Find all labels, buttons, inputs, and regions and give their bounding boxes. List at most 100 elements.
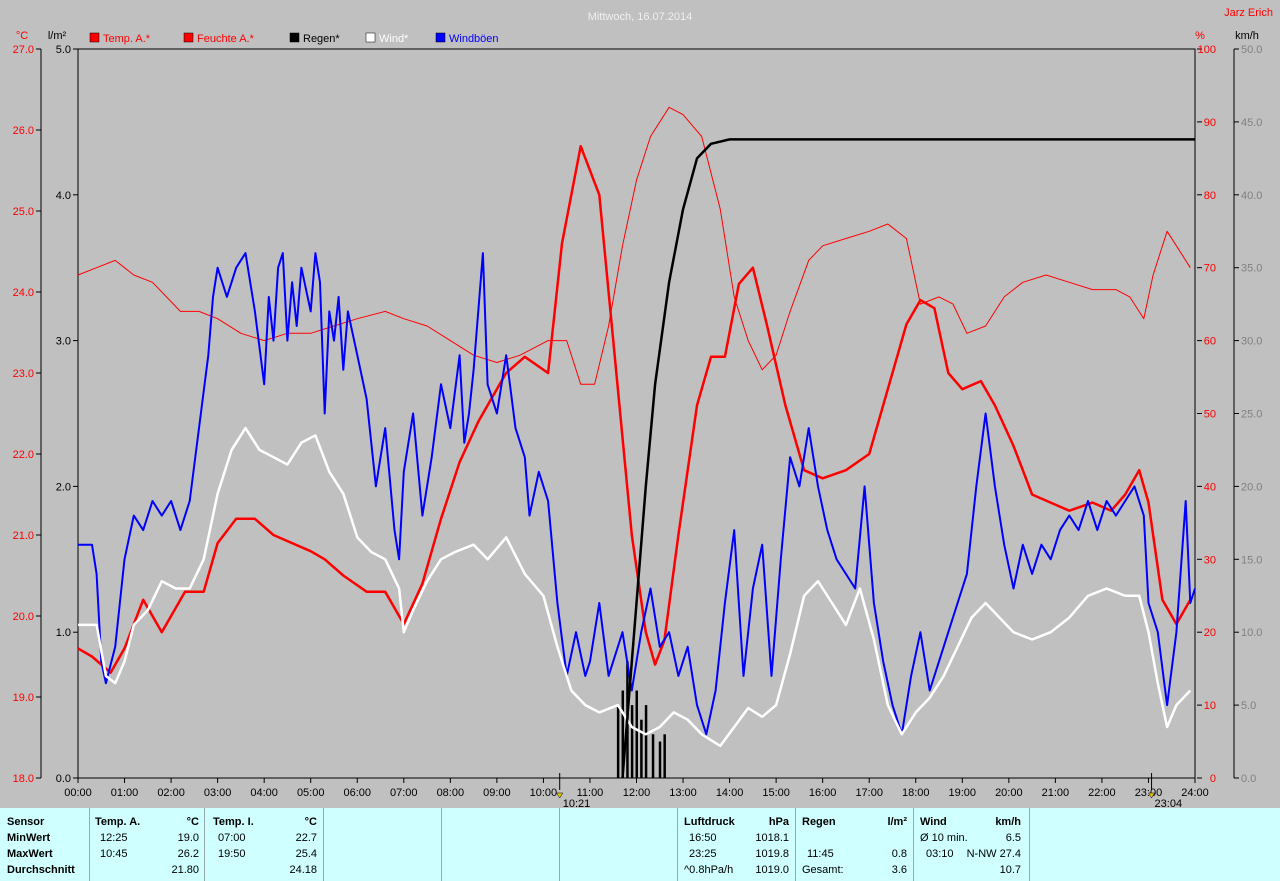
humidity-tick-label: 30	[1204, 554, 1216, 566]
temp-tick-label: 19.0	[13, 692, 34, 704]
temp-i-min-time: 07:00	[218, 832, 246, 844]
wind-gust-value: N-NW 27.4	[966, 848, 1021, 860]
x-tick-label: 03:00	[204, 787, 232, 799]
pressure-max-value: 1019.8	[755, 848, 789, 860]
x-tick-label: 18:00	[902, 787, 930, 799]
statistics-panel: Sensor MinWert MaxWert Durchschnitt Temp…	[0, 808, 1280, 881]
pressure-trend-value: 1019.0	[755, 864, 789, 876]
x-tick-label: 14:00	[716, 787, 744, 799]
marker-label: 10:21	[563, 798, 591, 808]
rain-tick-label: 2.0	[56, 481, 71, 493]
marker-icon	[1148, 792, 1156, 799]
marker-label: 23:04	[1155, 798, 1183, 808]
row-avg-label: Durchschnitt	[7, 864, 75, 876]
rain-bar	[630, 705, 634, 778]
empty-column-3	[560, 808, 678, 881]
x-tick-label: 07:00	[390, 787, 418, 799]
legend-swatch	[365, 32, 376, 43]
wind-tick-label: 45.0	[1241, 117, 1262, 129]
series-tempa	[77, 144, 1192, 674]
temp-tick-label: 23.0	[13, 368, 34, 380]
rain-total-label: Gesamt:	[802, 864, 844, 876]
temp-i-unit: °C	[304, 816, 317, 828]
x-tick-label: 20:00	[995, 787, 1023, 799]
rain-bar	[658, 741, 662, 778]
humidity-tick-label: 90	[1204, 117, 1216, 129]
humidity-tick-label: 20	[1204, 627, 1216, 639]
chart-title: Mittwoch, 16.07.2014	[588, 11, 693, 23]
x-tick-label: 10:00	[530, 787, 558, 799]
temp-i-max-value: 25.4	[295, 848, 317, 860]
x-tick-label: 11:00	[577, 787, 604, 799]
rain-tick-label: 5.0	[56, 44, 71, 56]
legend-swatch	[435, 32, 446, 43]
wind-tick-label: 20.0	[1241, 481, 1262, 493]
x-tick-label: 02:00	[157, 787, 185, 799]
temp-tick-label: 26.0	[13, 125, 34, 137]
series-layer	[77, 106, 1196, 779]
series-wind	[78, 426, 1192, 748]
rain-total-value: 3.6	[891, 864, 907, 876]
x-tick-label: 16:00	[809, 787, 837, 799]
humidity-tick-label: 70	[1204, 263, 1216, 275]
x-tick-label: 12:00	[623, 787, 651, 799]
legend-swatch	[183, 32, 194, 43]
x-tick-label: 15:00	[762, 787, 790, 799]
pressure-trend-label: ^0.8hPa/h	[684, 864, 734, 876]
sensor-title: Sensor	[7, 816, 45, 828]
wind-tick-label: 0.0	[1241, 773, 1256, 785]
humidity-tick-label: 60	[1204, 336, 1216, 348]
temp-tick-label: 18.0	[13, 773, 34, 785]
rain-unit: l/m²	[887, 816, 907, 828]
rain-bar	[640, 719, 643, 778]
temp-tick-label: 22.0	[13, 449, 34, 461]
labels-layer: 00:00 01:00 02:00 03:00 04:00 05:00 06:00 07:00…	[13, 7, 1273, 808]
rain-tick-label: 4.0	[56, 190, 71, 202]
weather-chart: 00:00 01:00 02:00 03:00 04:00 05:00 06:00 07:00…	[12, 7, 1273, 808]
rain-unit-label: l/m²	[48, 30, 67, 42]
x-tick-label: 04:00	[250, 787, 278, 799]
row-min-label: MinWert	[7, 832, 51, 844]
temp-a-title: Temp. A.	[95, 816, 141, 828]
temp-i-column: Temp. I. °C 07:00 22.7 19:50 25.4 24.18	[205, 808, 324, 881]
wind-tick-label: 5.0	[1241, 700, 1256, 712]
rain-bar	[635, 690, 638, 778]
humidity-tick-label: 80	[1204, 190, 1216, 202]
rain-bar	[621, 690, 625, 778]
rain-bar	[663, 734, 666, 778]
chart-author: Jarz Erich	[1224, 7, 1273, 19]
x-tick-label: 19:00	[949, 787, 977, 799]
rain-tick-label: 1.0	[56, 627, 71, 639]
wind-tick-label: 30.0	[1241, 336, 1262, 348]
series-windben	[78, 252, 1196, 736]
temp-tick-label: 21.0	[13, 530, 34, 542]
plot-frame	[77, 48, 1196, 779]
wind-title: Wind	[920, 816, 947, 828]
humidity-tick-label: 100	[1198, 44, 1216, 56]
humidity-tick-label: 50	[1204, 409, 1216, 421]
series-regen	[621, 138, 1195, 779]
pressure-max-time: 23:25	[689, 848, 717, 860]
pressure-column: Luftdruck hPa 16:50 1018.1 23:25 1019.8 …	[678, 808, 796, 881]
temp-i-title: Temp. I.	[213, 816, 254, 828]
x-tick-label: 22:00	[1088, 787, 1116, 799]
pressure-title: Luftdruck	[684, 816, 735, 828]
x-tick-label: 09:00	[483, 787, 511, 799]
temp-a-min-time: 12:25	[100, 832, 128, 844]
wind-unit: km/h	[995, 816, 1021, 828]
wind-avg-label: Ø 10 min.	[920, 832, 968, 844]
temp-a-min-value: 19.0	[177, 832, 199, 844]
legend-label: Wind*	[379, 33, 409, 45]
rain-column: Regen l/m² 11:45 0.8 Gesamt: 3.6	[796, 808, 914, 881]
humidity-unit-label: %	[1195, 30, 1205, 42]
legend-label: Temp. A.*	[103, 33, 151, 45]
legend-swatch	[89, 32, 100, 43]
wind-gust-time: 03:10	[926, 848, 954, 860]
rain-tick-label: 3.0	[56, 336, 71, 348]
x-tick-label: 06:00	[343, 787, 371, 799]
wind-tick-label: 40.0	[1241, 190, 1262, 202]
temp-a-max-time: 10:45	[100, 848, 128, 860]
humidity-tick-label: 40	[1204, 481, 1216, 493]
pressure-min-value: 1018.1	[755, 832, 789, 844]
rain-max-time: 11:45	[807, 848, 834, 860]
